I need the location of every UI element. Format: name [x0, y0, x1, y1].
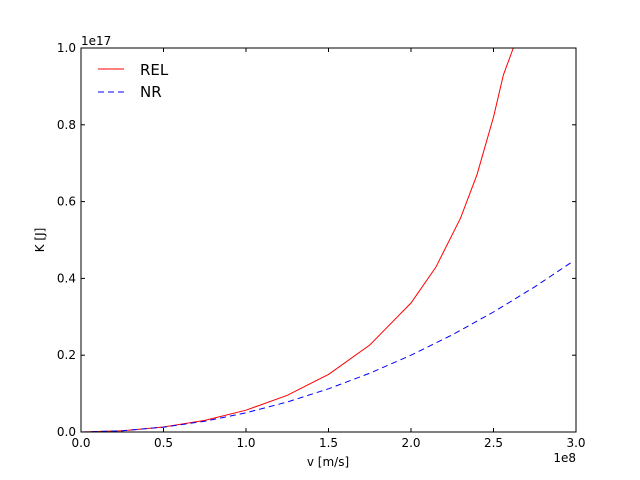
y-offset-label: 1e17 — [81, 34, 111, 48]
x-tick-label: 0.5 — [154, 436, 173, 450]
y-tick-label: 1.0 — [57, 41, 76, 55]
legend-label-rel: REL — [140, 61, 169, 79]
x-tick-label: 2.0 — [401, 436, 420, 450]
x-axis-label: v [m/s] — [307, 455, 349, 469]
x-tick-label: 1.5 — [319, 436, 338, 450]
y-tick-label: 0.6 — [57, 195, 76, 209]
plot-area — [81, 48, 576, 432]
y-tick-label: 0.2 — [57, 348, 76, 362]
x-offset-label: 1e8 — [553, 451, 576, 465]
x-tick-label: 3.0 — [566, 436, 585, 450]
x-tick-label: 2.5 — [484, 436, 503, 450]
y-axis-label: K [J] — [33, 228, 47, 253]
x-tick-label: 0.0 — [71, 436, 90, 450]
y-tick-label: 0.8 — [57, 118, 76, 132]
y-tick-label: 0.4 — [57, 271, 76, 285]
series-line-nr — [81, 261, 573, 432]
y-tick-label: 0.0 — [57, 425, 76, 439]
legend-label-nr: NR — [140, 83, 162, 101]
x-tick-label: 1.0 — [236, 436, 255, 450]
legend: REL NR — [98, 61, 169, 101]
